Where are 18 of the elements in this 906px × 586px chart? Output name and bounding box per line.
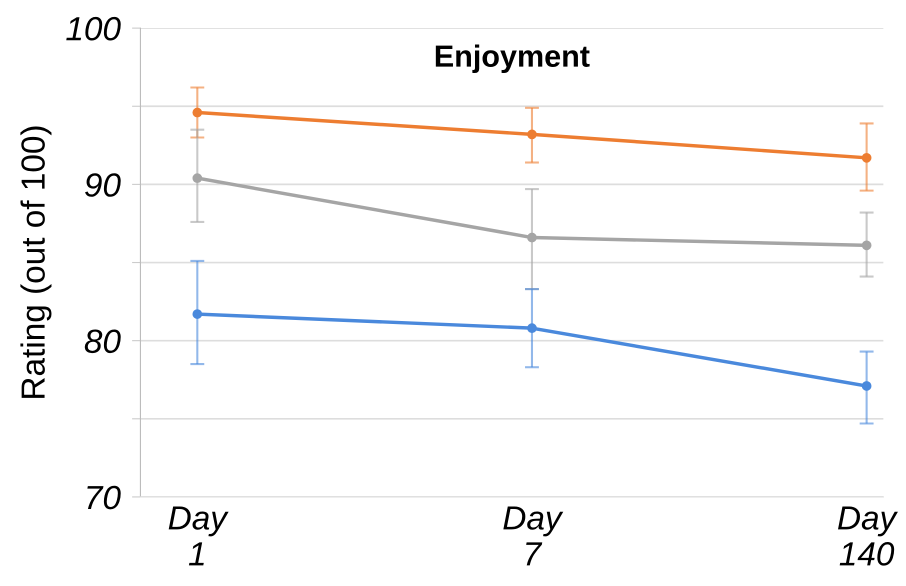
point <box>192 108 202 118</box>
point <box>527 232 537 242</box>
y-tick-label: 70 <box>87 486 121 510</box>
point <box>862 152 872 163</box>
point <box>527 323 537 334</box>
x-tick-label: Day 140 <box>838 506 898 566</box>
x-tick-label: Day 7 <box>503 506 564 566</box>
y-tick-label: 100 <box>66 16 121 41</box>
y-tick-label: 80 <box>84 329 121 354</box>
text: Enjoyment <box>436 44 590 74</box>
point <box>862 240 872 250</box>
point <box>192 173 202 184</box>
point <box>192 309 202 319</box>
point <box>527 130 537 140</box>
y-axis-title: Rating (out of 100) <box>20 126 52 398</box>
x-tick-label: Day 1 <box>168 506 229 566</box>
y-tick-label: 90 <box>85 173 121 197</box>
point <box>862 381 872 391</box>
